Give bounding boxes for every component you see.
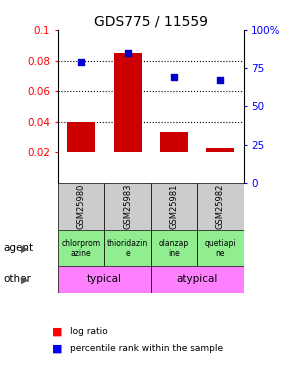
Text: atypical: atypical [177, 274, 218, 284]
Text: ■: ■ [52, 344, 63, 354]
Bar [104, 183, 151, 231]
Text: GSM25982: GSM25982 [216, 184, 225, 229]
Bar [151, 231, 197, 266]
Bar [114, 53, 142, 152]
Text: ▶: ▶ [21, 274, 28, 284]
Point [172, 74, 176, 80]
Point [125, 50, 130, 56]
Bar [206, 148, 234, 152]
Bar [151, 266, 244, 292]
Text: chlorprom
azine: chlorprom azine [62, 238, 101, 258]
Text: GSM25983: GSM25983 [123, 184, 132, 230]
Text: agent: agent [3, 243, 33, 254]
Text: percentile rank within the sample: percentile rank within the sample [70, 344, 223, 353]
Text: GSM25981: GSM25981 [169, 184, 179, 229]
Text: olanzap
ine: olanzap ine [159, 238, 189, 258]
Text: log ratio: log ratio [70, 327, 107, 336]
Bar [67, 122, 95, 152]
Bar [151, 183, 197, 231]
Bar [197, 183, 244, 231]
Text: typical: typical [87, 274, 122, 284]
Title: GDS775 / 11559: GDS775 / 11559 [94, 15, 208, 29]
Text: thioridazin
e: thioridazin e [107, 238, 148, 258]
Text: other: other [3, 274, 31, 284]
Bar [160, 132, 188, 152]
Text: quetiapi
ne: quetiapi ne [204, 238, 236, 258]
Bar [104, 231, 151, 266]
Bar [197, 231, 244, 266]
Point [218, 77, 223, 83]
Text: GSM25980: GSM25980 [77, 184, 86, 229]
Bar [58, 231, 104, 266]
Bar [58, 183, 104, 231]
Text: ■: ■ [52, 327, 63, 337]
Point [79, 59, 84, 65]
Text: ▶: ▶ [21, 243, 28, 254]
Bar [58, 266, 151, 292]
